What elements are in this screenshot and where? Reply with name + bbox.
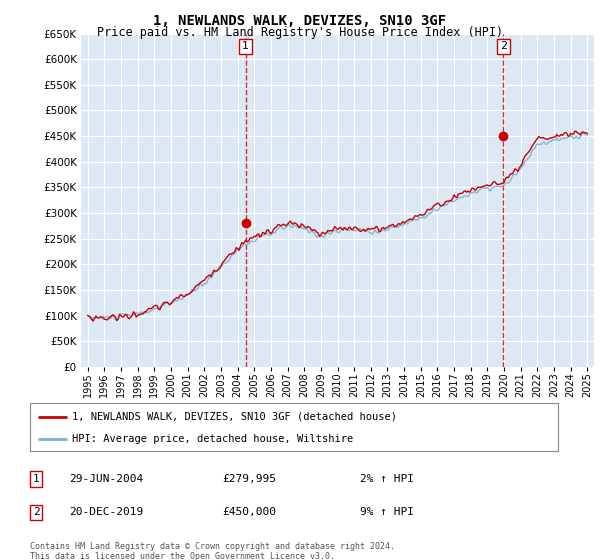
Text: 1, NEWLANDS WALK, DEVIZES, SN10 3GF: 1, NEWLANDS WALK, DEVIZES, SN10 3GF bbox=[154, 14, 446, 28]
Text: 29-JUN-2004: 29-JUN-2004 bbox=[69, 474, 143, 484]
Text: 2: 2 bbox=[500, 41, 507, 52]
Text: 2: 2 bbox=[32, 507, 40, 517]
FancyBboxPatch shape bbox=[30, 403, 558, 451]
Text: HPI: Average price, detached house, Wiltshire: HPI: Average price, detached house, Wilt… bbox=[72, 434, 353, 444]
Text: 1: 1 bbox=[242, 41, 249, 52]
Text: 20-DEC-2019: 20-DEC-2019 bbox=[69, 507, 143, 517]
Text: 1: 1 bbox=[32, 474, 40, 484]
Text: 2% ↑ HPI: 2% ↑ HPI bbox=[360, 474, 414, 484]
Text: 1, NEWLANDS WALK, DEVIZES, SN10 3GF (detached house): 1, NEWLANDS WALK, DEVIZES, SN10 3GF (det… bbox=[72, 412, 397, 422]
Text: Price paid vs. HM Land Registry's House Price Index (HPI): Price paid vs. HM Land Registry's House … bbox=[97, 26, 503, 39]
Text: £279,995: £279,995 bbox=[222, 474, 276, 484]
Text: £450,000: £450,000 bbox=[222, 507, 276, 517]
Text: Contains HM Land Registry data © Crown copyright and database right 2024.
This d: Contains HM Land Registry data © Crown c… bbox=[30, 542, 395, 560]
Text: 9% ↑ HPI: 9% ↑ HPI bbox=[360, 507, 414, 517]
